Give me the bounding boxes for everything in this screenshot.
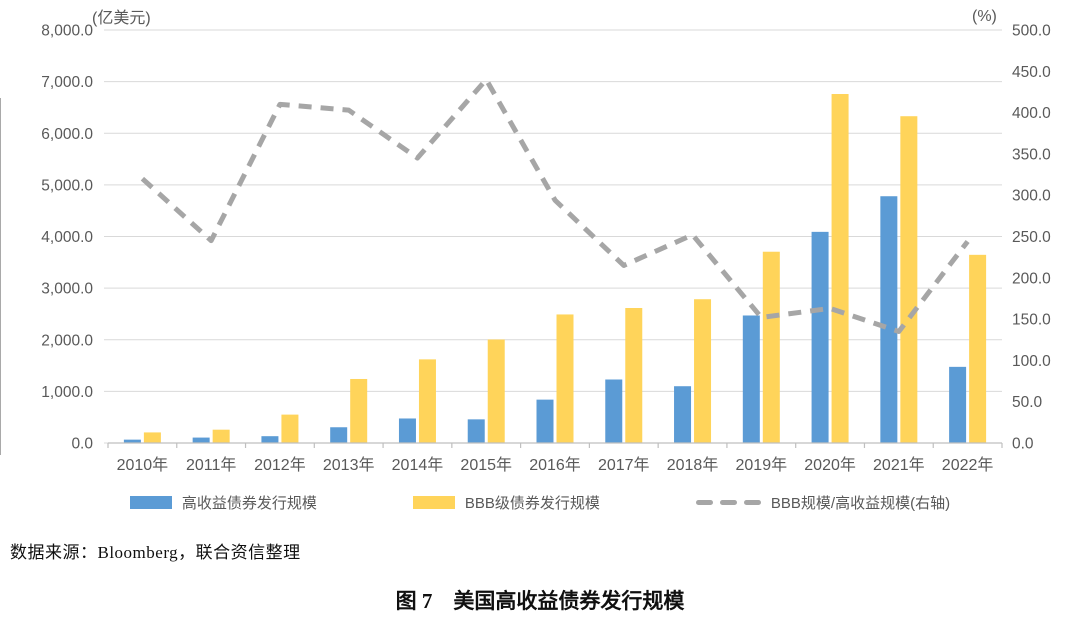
bar-high-yield-issuance-2011年: [192, 437, 210, 443]
bar-bbb-issuance-2019年: [762, 251, 780, 443]
left-axis-tick-label: 7,000.0: [41, 74, 93, 91]
x-axis-category-label: 2010年: [117, 456, 169, 474]
bar-bbb-issuance-2012年: [281, 414, 299, 443]
bar-bbb-issuance-2010年: [143, 432, 161, 443]
bar-high-yield-issuance-2010年: [123, 439, 141, 443]
x-axis-category-label: 2014年: [392, 456, 444, 474]
bar-bbb-issuance-2020年: [831, 94, 849, 443]
left-axis-tick-label: 3,000.0: [41, 281, 93, 298]
bar-high-yield-issuance-2016年: [536, 399, 554, 443]
left-axis-tick-label: 1,000.0: [41, 384, 93, 401]
bar-bbb-issuance-2011年: [212, 429, 230, 443]
right-axis-tick-label: 0.0: [1012, 436, 1034, 453]
bar-high-yield-issuance-2018年: [674, 386, 692, 443]
bar-high-yield-issuance-2020年: [811, 231, 829, 443]
bar-high-yield-issuance-2015年: [467, 419, 485, 443]
legend-label-ratio: BBB规模/高收益规模(右轴): [770, 495, 951, 512]
legend-label-bbb: BBB级债券发行规模: [464, 495, 600, 512]
bar-bbb-issuance-2014年: [418, 359, 436, 443]
page-edge-divider: [0, 98, 1, 455]
legend-item-bbb: BBB级债券发行规模: [412, 492, 600, 513]
bar-high-yield-issuance-2014年: [398, 418, 416, 443]
right-axis-tick-label: 300.0: [1012, 188, 1051, 205]
x-axis-category-label: 2016年: [529, 456, 581, 474]
figure-caption: 图 7 美国高收益债券发行规模: [395, 589, 685, 613]
x-axis-category-label: 2019年: [736, 456, 788, 474]
right-axis-tick-label: 350.0: [1012, 146, 1051, 163]
right-axis-tick-label: 200.0: [1012, 270, 1051, 287]
ratio-line: [140, 77, 970, 334]
bar-bbb-issuance-2022年: [969, 254, 987, 443]
right-axis-tick-label: 500.0: [1012, 23, 1051, 40]
right-axis-tick-label: 250.0: [1012, 229, 1051, 246]
legend-swatch-bbb-icon: [412, 496, 455, 509]
bar-high-yield-issuance-2013年: [330, 427, 348, 443]
bar-bbb-issuance-2013年: [350, 378, 368, 443]
x-axis-category-label: 2021年: [873, 456, 925, 474]
right-axis-tick-label: 150.0: [1012, 312, 1051, 329]
right-axis-tick-label: 50.0: [1012, 394, 1043, 411]
chart-legend: 高收益债券发行规模 BBB级债券发行规模 BBB规模/高收益规模(右轴): [0, 492, 1080, 513]
x-axis-category-label: 2017年: [598, 456, 650, 474]
legend-item-high-yield: 高收益债券发行规模: [129, 492, 317, 513]
left-axis-tick-label: 6,000.0: [41, 126, 93, 143]
x-axis-category-label: 2018年: [667, 456, 719, 474]
x-axis-category-label: 2015年: [460, 456, 512, 474]
bar-bbb-issuance-2016年: [556, 314, 574, 443]
left-axis-tick-label: 0.0: [71, 436, 93, 453]
chart-canvas: 8,000.0 7,000.0 6,000.0 5,000.0 4,000.0 3,000…: [41, 23, 1051, 475]
right-axis-tick-label: 400.0: [1012, 105, 1051, 122]
x-axis-category-label: 2020年: [804, 456, 856, 474]
right-axis-tick-label: 100.0: [1012, 353, 1051, 370]
bar-high-yield-issuance-2017年: [605, 379, 623, 443]
left-axis-unit-label: (亿美元): [92, 10, 151, 27]
bar-bbb-issuance-2021年: [900, 116, 918, 444]
left-axis-tick-label: 5,000.0: [41, 177, 93, 194]
left-axis-tick-label: 8,000.0: [41, 23, 93, 40]
x-axis-category-label: 2013年: [323, 456, 375, 474]
bar-bbb-issuance-2017年: [625, 308, 643, 443]
bar-high-yield-issuance-2019年: [742, 315, 760, 443]
bar-high-yield-issuance-2022年: [949, 366, 967, 443]
legend-label-high-yield: 高收益债券发行规模: [181, 495, 317, 512]
legend-dashed-line-icon: [695, 500, 761, 505]
legend-swatch-high-yield-icon: [129, 496, 172, 509]
bar-bbb-issuance-2015年: [487, 339, 505, 443]
bar-high-yield-issuance-2012年: [261, 436, 279, 443]
x-axis-category-label: 2022年: [942, 456, 994, 474]
source-note: 数据来源：Bloomberg，联合资信整理: [10, 543, 301, 562]
right-axis-unit-label: (%): [972, 8, 997, 25]
right-axis-tick-label: 450.0: [1012, 64, 1051, 81]
bar-bbb-issuance-2018年: [694, 299, 712, 443]
x-axis-category-label: 2012年: [254, 456, 306, 474]
legend-item-ratio: BBB规模/高收益规模(右轴): [695, 492, 951, 513]
bar-high-yield-issuance-2021年: [880, 196, 898, 443]
left-axis-tick-label: 2,000.0: [41, 332, 93, 349]
left-axis-tick-label: 4,000.0: [41, 229, 93, 246]
x-axis-category-label: 2011年: [186, 456, 236, 474]
